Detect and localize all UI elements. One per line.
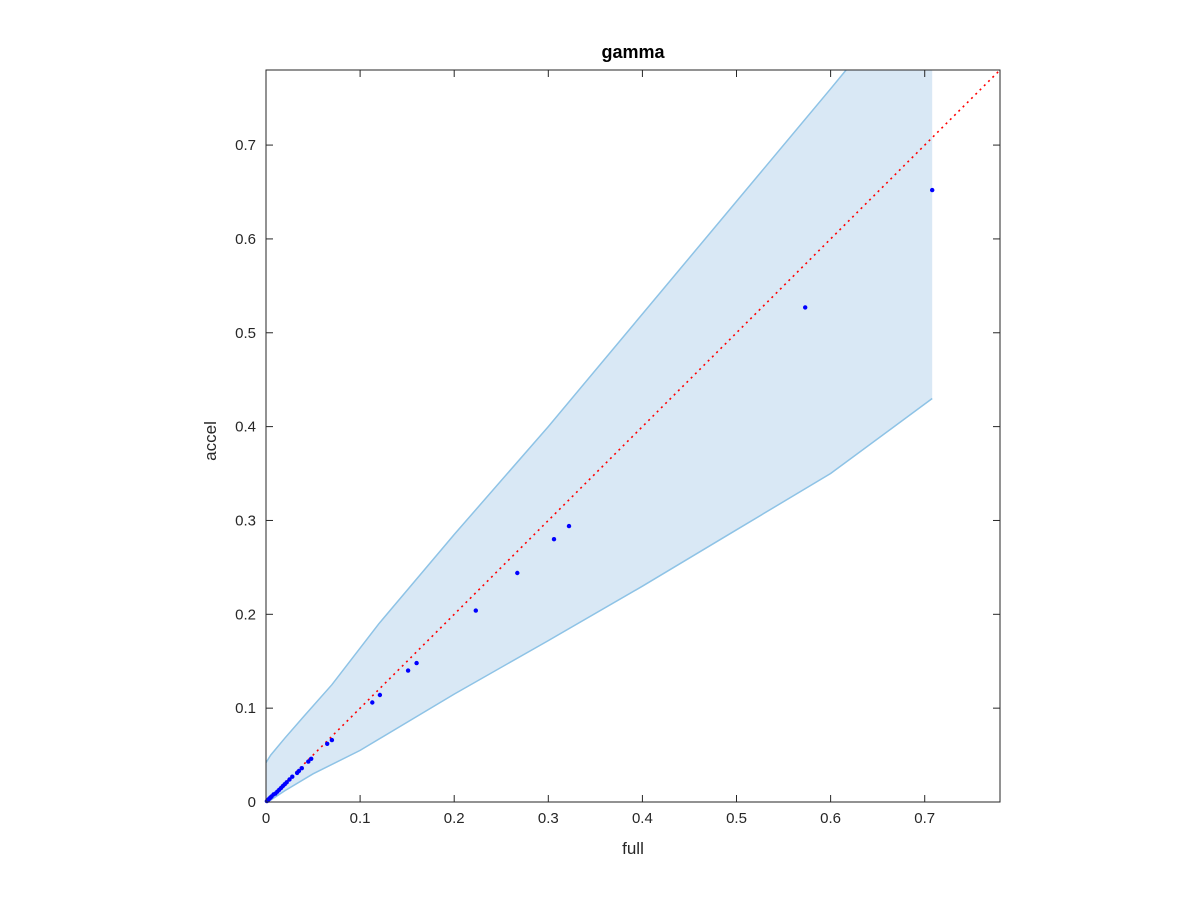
band-fill bbox=[266, 70, 933, 802]
data-point bbox=[296, 768, 302, 774]
data-point bbox=[329, 737, 335, 743]
data-point bbox=[405, 668, 411, 673]
data-point bbox=[473, 608, 478, 613]
y-tick-label: 0.4 bbox=[235, 419, 256, 436]
y-tick-label: 0.6 bbox=[235, 231, 256, 248]
band-lower-edge bbox=[265, 397, 933, 803]
data-point bbox=[515, 570, 520, 576]
y-tick-label: 0.2 bbox=[235, 606, 256, 623]
x-tick-label: 0.6 bbox=[820, 810, 841, 827]
data-point bbox=[551, 537, 557, 542]
x-tick-label: 0 bbox=[262, 810, 270, 827]
data-point bbox=[803, 305, 808, 310]
x-tick-label: 0.7 bbox=[914, 810, 935, 827]
y-tick-label: 0.3 bbox=[235, 512, 256, 529]
data-point bbox=[414, 660, 419, 666]
data-point bbox=[566, 523, 572, 529]
data-points bbox=[264, 187, 935, 804]
axis-ticks: 0 0.1 0.2 0.3 0.4 0.5 0.6 0.7 0 0.1 0.2 0.3 0.4 0.5 0.… bbox=[235, 70, 1000, 827]
axes-box bbox=[265, 69, 1001, 803]
y-tick-label: 0 bbox=[248, 794, 256, 811]
y-tick-label: 0.5 bbox=[235, 325, 256, 342]
data-point bbox=[284, 780, 289, 785]
x-tick-label: 0.1 bbox=[350, 810, 371, 827]
y-tick-label: 0.7 bbox=[235, 137, 256, 154]
data-point bbox=[306, 759, 311, 764]
y-axis-title: accel bbox=[201, 421, 220, 461]
data-point bbox=[299, 766, 304, 771]
x-axis-title: full bbox=[622, 839, 644, 858]
x-tick-label: 0.3 bbox=[538, 810, 559, 827]
data-point bbox=[377, 692, 383, 698]
band-upper-edge bbox=[265, 69, 847, 763]
chart-title: gamma bbox=[601, 42, 665, 62]
x-tick-label: 0.4 bbox=[632, 810, 653, 827]
x-tick-label: 0.5 bbox=[726, 810, 747, 827]
data-point bbox=[930, 187, 935, 193]
x-tick-label: 0.2 bbox=[444, 810, 465, 827]
confidence-band bbox=[265, 69, 933, 803]
data-point bbox=[309, 756, 314, 761]
data-point bbox=[287, 777, 292, 782]
y-tick-label: 0.1 bbox=[235, 700, 256, 717]
data-point bbox=[325, 741, 330, 746]
data-point bbox=[290, 774, 295, 779]
data-point bbox=[370, 700, 375, 705]
